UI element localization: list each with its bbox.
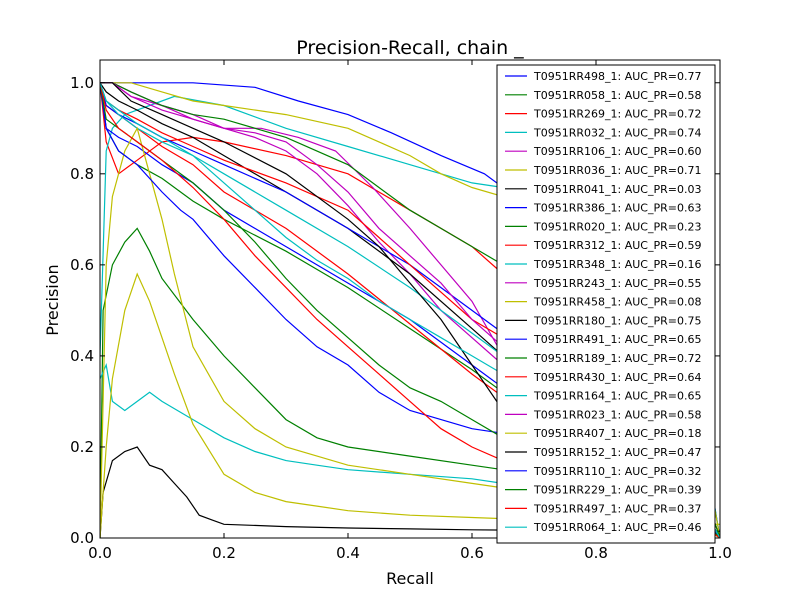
legend-entry-label: T0951RR064_1: AUC_PR=0.46 bbox=[533, 521, 701, 534]
legend-entry-label: T0951RR110_1: AUC_PR=0.32 bbox=[533, 465, 701, 478]
legend-entry-label: T0951RR491_1: AUC_PR=0.65 bbox=[533, 333, 701, 346]
legend-entry-label: T0951RR041_1: AUC_PR=0.03 bbox=[533, 183, 701, 196]
legend-entry-label: T0951RR189_1: AUC_PR=0.72 bbox=[533, 352, 701, 365]
legend-entry-label: T0951RR348_1: AUC_PR=0.16 bbox=[533, 258, 701, 271]
legend-entry-label: T0951RR269_1: AUC_PR=0.72 bbox=[533, 108, 701, 121]
legend-entry-label: T0951RR498_1: AUC_PR=0.77 bbox=[533, 70, 701, 83]
x-axis-label: Recall bbox=[386, 569, 434, 588]
chart-title: Precision-Recall, chain _ bbox=[296, 37, 524, 59]
y-tick-label: 0.0 bbox=[70, 529, 94, 547]
legend-entry-label: T0951RR407_1: AUC_PR=0.18 bbox=[533, 427, 701, 440]
x-tick-label: 0.4 bbox=[336, 544, 360, 562]
legend-entry-label: T0951RR036_1: AUC_PR=0.71 bbox=[533, 164, 701, 177]
x-tick-label: 1.0 bbox=[708, 544, 732, 562]
x-tick-label: 0.2 bbox=[212, 544, 236, 562]
legend-box bbox=[496, 64, 716, 544]
legend-entry-label: T0951RR497_1: AUC_PR=0.37 bbox=[533, 502, 701, 515]
legend-entry-label: T0951RR058_1: AUC_PR=0.58 bbox=[533, 89, 701, 102]
legend-entry-label: T0951RR032_1: AUC_PR=0.74 bbox=[533, 126, 701, 139]
y-axis-label: Precision bbox=[43, 264, 62, 335]
legend-entry-label: T0951RR023_1: AUC_PR=0.58 bbox=[533, 408, 701, 421]
axes-frame bbox=[99, 59, 721, 539]
legend-entry-label: T0951RR164_1: AUC_PR=0.65 bbox=[533, 390, 701, 403]
y-tick-label: 0.8 bbox=[70, 165, 94, 183]
axes: 0.0 0.2 0.4 0.6 0.8 1.0 0.0 0.2 0.4 0.6 0.8 1.0 bbox=[70, 59, 732, 562]
legend-entry-label: T0951RR106_1: AUC_PR=0.60 bbox=[533, 145, 701, 158]
y-tick-label: 1.0 bbox=[70, 74, 94, 92]
y-tick-label: 0.6 bbox=[70, 256, 94, 274]
legend: T0951RR498_1: AUC_PR=0.77 T0951RR058_1: A… bbox=[496, 64, 716, 544]
y-tick-label: 0.4 bbox=[70, 347, 94, 365]
y-tick-label: 0.2 bbox=[70, 438, 94, 456]
legend-entry-label: T0951RR458_1: AUC_PR=0.08 bbox=[533, 296, 701, 309]
legend-entry-label: T0951RR020_1: AUC_PR=0.23 bbox=[533, 220, 701, 233]
x-tick-label: 0.6 bbox=[460, 544, 484, 562]
x-tick-label: 0.0 bbox=[88, 544, 112, 562]
legend-entry-label: T0951RR243_1: AUC_PR=0.55 bbox=[533, 277, 701, 290]
legend-entry-label: T0951RR430_1: AUC_PR=0.64 bbox=[533, 371, 701, 384]
legend-entry-label: T0951RR180_1: AUC_PR=0.75 bbox=[533, 314, 701, 327]
legend-entry-label: T0951RR386_1: AUC_PR=0.63 bbox=[533, 202, 701, 215]
legend-entry-label: T0951RR152_1: AUC_PR=0.47 bbox=[533, 446, 701, 459]
legend-entry-label: T0951RR312_1: AUC_PR=0.59 bbox=[533, 239, 701, 252]
legend-entry-label: T0951RR229_1: AUC_PR=0.39 bbox=[533, 484, 701, 497]
x-tick-label: 0.8 bbox=[584, 544, 608, 562]
